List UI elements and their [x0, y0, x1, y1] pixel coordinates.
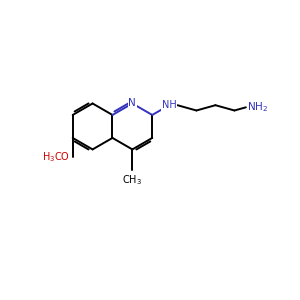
Text: H$_3$CO: H$_3$CO: [42, 151, 70, 164]
Text: CH$_3$: CH$_3$: [122, 174, 142, 188]
Text: NH$_2$: NH$_2$: [247, 100, 268, 114]
Text: N: N: [128, 98, 136, 109]
Text: NH: NH: [162, 100, 176, 110]
